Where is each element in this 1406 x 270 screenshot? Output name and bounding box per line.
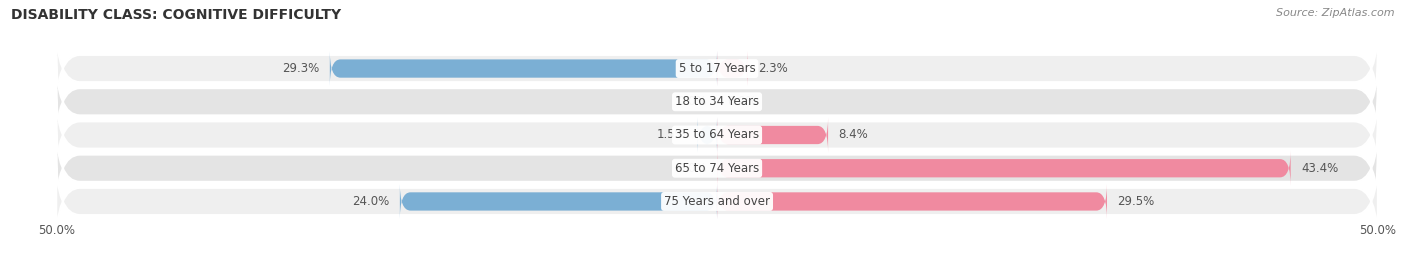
FancyBboxPatch shape	[330, 51, 717, 86]
Text: 0.0%: 0.0%	[728, 95, 758, 108]
FancyBboxPatch shape	[56, 56, 1378, 148]
FancyBboxPatch shape	[717, 51, 748, 86]
Text: 0.0%: 0.0%	[676, 162, 706, 175]
Text: 5 to 17 Years: 5 to 17 Years	[679, 62, 755, 75]
FancyBboxPatch shape	[56, 122, 1378, 214]
FancyBboxPatch shape	[717, 184, 1107, 219]
FancyBboxPatch shape	[56, 155, 1378, 248]
FancyBboxPatch shape	[697, 117, 717, 153]
Text: 29.3%: 29.3%	[283, 62, 319, 75]
Text: 29.5%: 29.5%	[1118, 195, 1154, 208]
Text: DISABILITY CLASS: COGNITIVE DIFFICULTY: DISABILITY CLASS: COGNITIVE DIFFICULTY	[11, 8, 342, 22]
FancyBboxPatch shape	[56, 89, 1378, 181]
Text: 1.5%: 1.5%	[657, 129, 686, 141]
FancyBboxPatch shape	[56, 22, 1378, 115]
Text: 24.0%: 24.0%	[352, 195, 389, 208]
Text: 18 to 34 Years: 18 to 34 Years	[675, 95, 759, 108]
Text: Source: ZipAtlas.com: Source: ZipAtlas.com	[1277, 8, 1395, 18]
FancyBboxPatch shape	[717, 151, 1291, 186]
FancyBboxPatch shape	[399, 184, 717, 219]
Text: 8.4%: 8.4%	[838, 129, 869, 141]
Text: 65 to 74 Years: 65 to 74 Years	[675, 162, 759, 175]
FancyBboxPatch shape	[717, 117, 828, 153]
Text: 43.4%: 43.4%	[1301, 162, 1339, 175]
Text: 35 to 64 Years: 35 to 64 Years	[675, 129, 759, 141]
Text: 2.3%: 2.3%	[758, 62, 787, 75]
Text: 75 Years and over: 75 Years and over	[664, 195, 770, 208]
Text: 0.0%: 0.0%	[676, 95, 706, 108]
